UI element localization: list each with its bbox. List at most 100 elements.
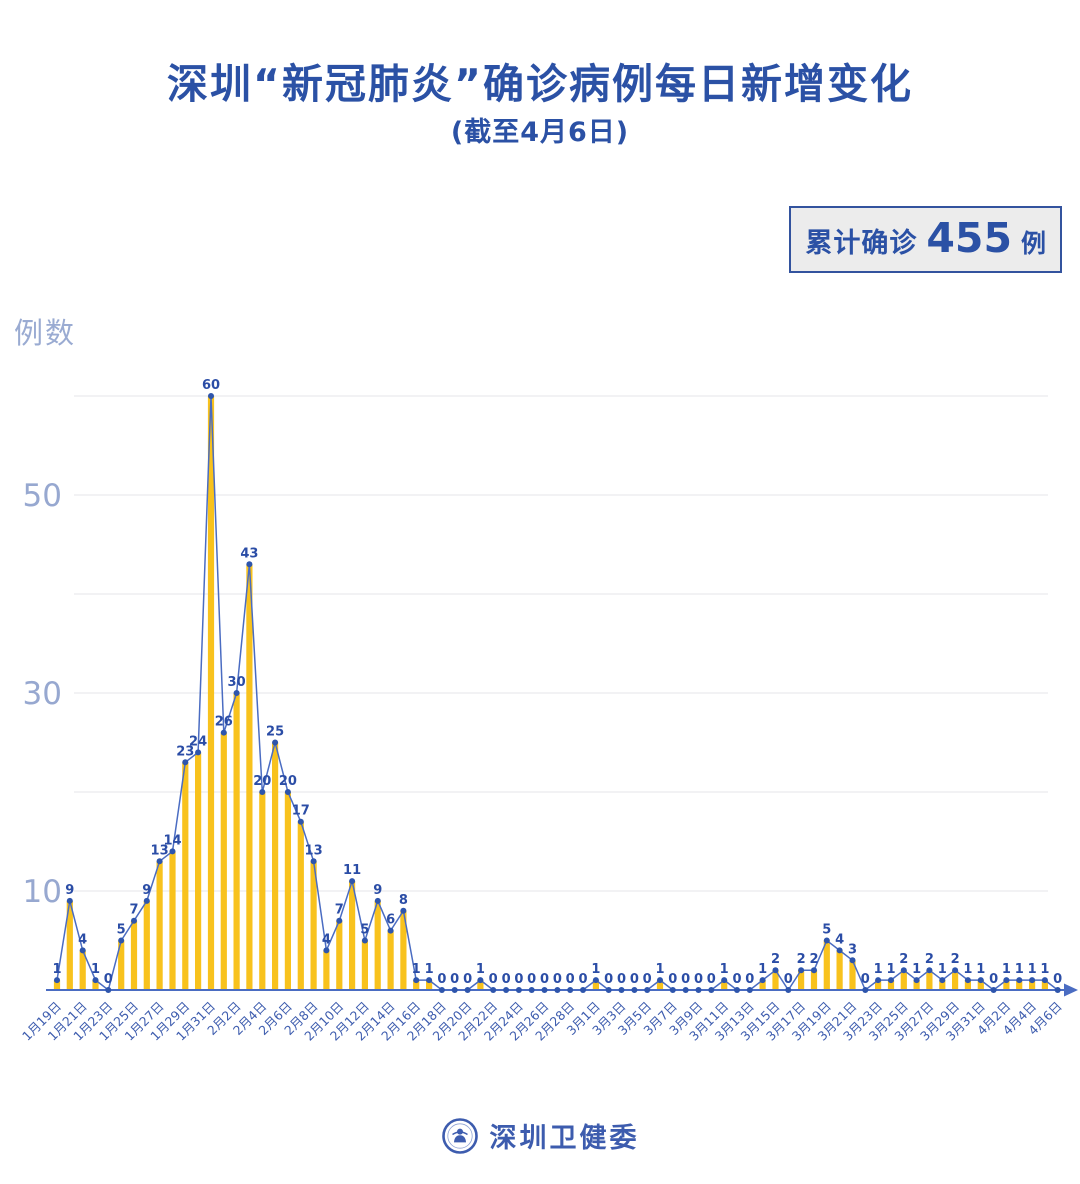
bar: [195, 752, 202, 990]
value-label: 20: [253, 774, 271, 789]
value-label: 0: [540, 972, 549, 987]
bar: [810, 970, 818, 990]
shenzhen-health-commission-logo-icon: [441, 1117, 478, 1154]
bar: [926, 970, 933, 990]
data-point: [464, 987, 471, 993]
data-point: [1041, 977, 1048, 984]
data-point: [759, 977, 766, 984]
data-point: [490, 987, 497, 993]
bar: [66, 900, 73, 990]
data-point: [631, 987, 638, 993]
bar: [400, 910, 407, 990]
value-label: 0: [668, 972, 677, 987]
data-point: [875, 977, 882, 984]
bar: [207, 396, 215, 990]
bar: [323, 950, 330, 990]
data-point: [336, 917, 343, 924]
data-point: [426, 977, 433, 984]
data-point: [413, 977, 420, 984]
data-point: [438, 987, 445, 993]
data-point: [272, 739, 279, 746]
value-label: 0: [630, 972, 639, 987]
value-label: 1: [758, 962, 767, 977]
bar: [92, 980, 99, 990]
data-point: [349, 878, 356, 885]
data-point: [708, 987, 715, 993]
value-label: 17: [292, 804, 310, 819]
value-label: 1: [886, 962, 895, 977]
y-tick-label: 30: [23, 676, 62, 712]
footer-org-name: 深圳卫健委: [489, 1123, 640, 1154]
value-label: 1: [1040, 962, 1049, 977]
bar: [284, 792, 291, 990]
page-title: 深圳“新冠肺炎”确诊病例每日新增变化: [167, 60, 913, 108]
value-label: 60: [202, 378, 220, 393]
data-point: [913, 977, 920, 984]
bar: [939, 980, 946, 990]
data-point: [66, 897, 73, 904]
value-label: 1: [1015, 962, 1024, 977]
data-point: [798, 967, 805, 974]
bar: [887, 980, 895, 990]
value-label: 0: [566, 972, 575, 987]
data-point: [849, 957, 856, 964]
data-point: [528, 987, 535, 993]
value-label: 5: [822, 923, 831, 938]
data-point: [964, 977, 971, 984]
bar: [336, 920, 343, 990]
value-label: 0: [463, 972, 472, 987]
value-label: 0: [502, 972, 511, 987]
bar: [1029, 980, 1036, 990]
value-label: 3: [848, 942, 857, 957]
value-label: 1: [976, 962, 985, 977]
x-axis-arrow-icon: [1064, 983, 1078, 997]
data-point: [721, 977, 728, 984]
data-point: [105, 987, 112, 993]
value-label: 2: [951, 952, 960, 967]
y-tick-label: 50: [23, 478, 62, 514]
value-label: 43: [240, 546, 258, 561]
bar: [900, 970, 907, 990]
bar: [182, 762, 189, 990]
data-point: [926, 967, 933, 974]
value-label: 1: [425, 962, 434, 977]
value-label: 0: [489, 972, 498, 987]
bar: [374, 900, 381, 990]
value-label: 0: [707, 972, 716, 987]
data-point: [772, 967, 779, 974]
bar: [361, 940, 368, 990]
data-point: [233, 690, 240, 696]
value-label: 2: [771, 952, 780, 967]
data-point: [695, 987, 702, 993]
value-label: 0: [694, 972, 703, 987]
bar: [79, 950, 86, 990]
value-label: 26: [215, 715, 233, 730]
value-label: 14: [163, 833, 181, 848]
data-point: [118, 937, 125, 944]
bar: [220, 732, 227, 990]
data-point: [259, 789, 266, 795]
data-point: [1003, 977, 1010, 984]
value-label: 1: [476, 962, 485, 977]
data-point: [246, 561, 253, 568]
bar: [246, 564, 253, 990]
data-point: [900, 967, 907, 974]
value-label: 1: [591, 962, 600, 977]
data-point: [836, 947, 843, 954]
data-point: [541, 987, 548, 993]
data-point: [361, 937, 368, 944]
bar: [849, 960, 856, 990]
value-label: 13: [305, 843, 323, 858]
data-point: [1029, 977, 1036, 984]
value-label: 0: [514, 972, 523, 987]
y-tick-label: 10: [23, 874, 62, 910]
bar: [1016, 980, 1023, 990]
badge-label: 累计确诊: [805, 228, 918, 259]
bar: [413, 980, 420, 990]
value-label: 0: [643, 972, 652, 987]
data-point: [862, 987, 869, 993]
value-label: 1: [52, 962, 61, 977]
value-label: 0: [989, 972, 998, 987]
data-point: [746, 987, 753, 993]
value-label: 1: [91, 962, 100, 977]
